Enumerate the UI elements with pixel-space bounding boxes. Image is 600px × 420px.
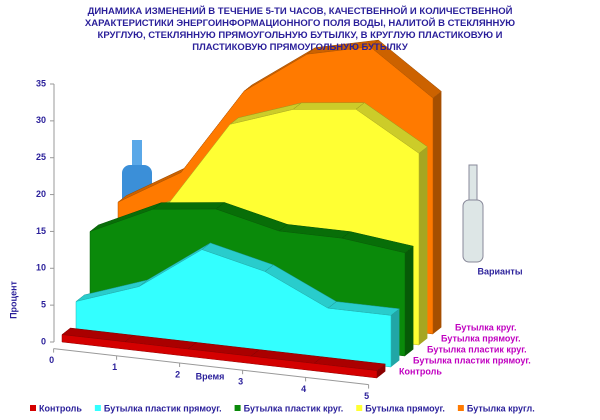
y-tick-label: 30 — [36, 115, 46, 125]
depth-tick-label: Бутылка пластик круг. — [427, 344, 527, 354]
depth-tick-label: Бутылка прямоуг. — [441, 333, 521, 343]
depth-axis-label: Варианты — [477, 266, 522, 276]
area — [61, 334, 378, 379]
bottle-image — [462, 199, 484, 263]
chart-title: ДИНАМИКА ИЗМЕНЕНИЙ В ТЕЧЕНИЕ 5-ТИ ЧАСОВ,… — [84, 6, 516, 53]
x-tick-label: 1 — [112, 362, 117, 372]
depth-tick-label: Бутылка пластик прямоуг. — [413, 355, 531, 365]
x-tick-label: 2 — [175, 369, 180, 379]
area-side — [405, 246, 414, 356]
area-top — [292, 102, 366, 110]
legend-swatch — [356, 405, 363, 411]
x-axis-label: Время — [196, 371, 225, 381]
y-tick-label: 15 — [36, 226, 46, 236]
y-tick-label: 20 — [36, 189, 46, 199]
area-side — [433, 91, 442, 334]
bottle-image — [468, 164, 478, 201]
area-side — [391, 308, 400, 367]
x-tick-label: 5 — [364, 391, 369, 401]
legend-swatch — [234, 405, 241, 411]
x-tick-label: 4 — [301, 384, 306, 394]
bottle-image — [132, 140, 142, 165]
x-tick-label: 3 — [238, 377, 243, 387]
x-axis — [53, 348, 369, 386]
y-tick-label: 25 — [36, 152, 46, 162]
legend-swatch — [457, 405, 464, 411]
legend-swatch — [94, 405, 101, 411]
y-tick-label: 35 — [36, 78, 46, 88]
series-group — [61, 327, 387, 379]
x-tick-label: 0 — [49, 355, 54, 365]
area-side — [419, 146, 428, 345]
legend-label: Бутылка пластик круг. — [244, 403, 344, 413]
area-top — [152, 202, 226, 210]
legend-label: Бутылка кругл. — [467, 403, 535, 413]
depth-tick-label: Бутылка круг. — [455, 322, 517, 332]
area-side — [377, 364, 386, 378]
legend-label: Бутылка прямоуг. — [365, 403, 445, 413]
legend-label: Бутылка пластик прямоуг. — [104, 403, 222, 413]
y-axis-label: Процент — [8, 280, 18, 318]
y-tick-label: 10 — [36, 263, 46, 273]
y-tick-label: 0 — [41, 336, 46, 346]
depth-tick-label: Контроль — [399, 366, 442, 376]
legend-label: Контроль — [39, 403, 82, 413]
legend-swatch — [30, 405, 36, 411]
y-tick-label: 5 — [41, 300, 46, 310]
